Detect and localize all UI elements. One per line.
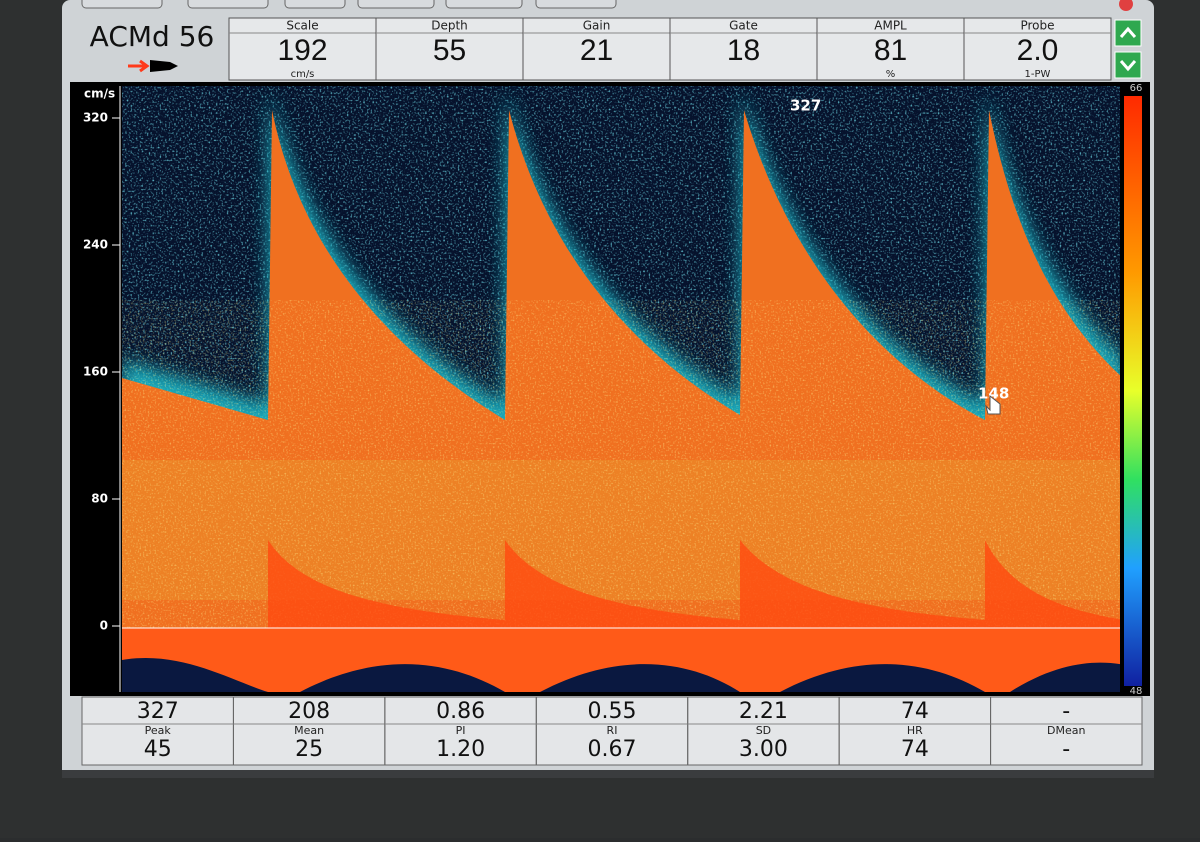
button[interactable] xyxy=(81,0,163,9)
result-value: 45 xyxy=(144,737,172,762)
header-title: ACMd 56 xyxy=(90,20,215,53)
result-label: Peak xyxy=(145,724,172,737)
result-label: SD xyxy=(756,724,771,737)
mean-annotation: 148 xyxy=(978,385,1009,403)
result-value: - xyxy=(1062,737,1070,762)
result-value: 74 xyxy=(901,737,929,762)
result-value: 74 xyxy=(901,699,929,724)
button[interactable] xyxy=(284,0,346,9)
result-label: RI xyxy=(607,724,618,737)
result-value: - xyxy=(1062,699,1070,724)
param-label: Depth xyxy=(431,19,468,33)
param-value: 2.0 xyxy=(1017,34,1059,67)
cursor xyxy=(985,394,1001,415)
doppler-spectrum xyxy=(122,86,1120,692)
result-value: 25 xyxy=(295,737,323,762)
results-cell xyxy=(990,696,1143,766)
screen-edge xyxy=(62,770,1154,778)
colorbar xyxy=(1124,96,1142,686)
button[interactable] xyxy=(445,0,523,9)
param-value: 18 xyxy=(727,34,760,67)
param-unit: 1-PW xyxy=(1025,69,1051,80)
colorbar-bottom: 48 xyxy=(1130,686,1143,697)
y-tick-label: 0 xyxy=(100,619,108,633)
param-cell xyxy=(963,17,1112,81)
button[interactable] xyxy=(357,0,435,9)
result-value: 0.86 xyxy=(436,699,485,724)
y-tick-label: 80 xyxy=(91,492,108,506)
probe-icon xyxy=(128,59,178,73)
y-tick-label: 240 xyxy=(83,238,108,252)
up-button[interactable] xyxy=(1114,19,1142,47)
y-tick-label: 160 xyxy=(83,365,108,379)
result-label: PI xyxy=(456,724,466,737)
button[interactable] xyxy=(187,0,269,9)
result-value: 1.20 xyxy=(436,737,485,762)
top-buttons xyxy=(81,0,1133,11)
result-label: DMean xyxy=(1047,724,1085,737)
result-value: 208 xyxy=(288,699,330,724)
param-value: 192 xyxy=(277,34,327,67)
axis-unit: cm/s xyxy=(84,87,115,101)
colorbar-top: 66 xyxy=(1130,83,1143,94)
scroll-buttons xyxy=(1114,19,1142,79)
y-tick-label: 320 xyxy=(83,111,108,125)
result-value: 0.55 xyxy=(588,699,637,724)
close-dot[interactable] xyxy=(1119,0,1133,11)
result-label: Mean xyxy=(294,724,324,737)
down-button[interactable] xyxy=(1114,51,1142,79)
param-value: 55 xyxy=(433,34,466,67)
button[interactable] xyxy=(535,0,617,9)
peak-annotation: 327 xyxy=(790,97,821,115)
param-value: 21 xyxy=(580,34,613,67)
result-value: 2.21 xyxy=(739,699,788,724)
param-value: 81 xyxy=(874,34,907,67)
result-value: 0.67 xyxy=(588,737,637,762)
param-label: Scale xyxy=(286,19,318,33)
param-unit: cm/s xyxy=(291,69,315,80)
param-unit: % xyxy=(886,69,896,80)
param-label: Gain xyxy=(583,19,611,33)
param-label: Probe xyxy=(1020,19,1054,33)
param-label: Gate xyxy=(729,19,758,33)
result-value: 3.00 xyxy=(739,737,788,762)
result-value: 327 xyxy=(137,699,179,724)
result-label: HR xyxy=(907,724,923,737)
param-label: AMPL xyxy=(874,19,907,33)
